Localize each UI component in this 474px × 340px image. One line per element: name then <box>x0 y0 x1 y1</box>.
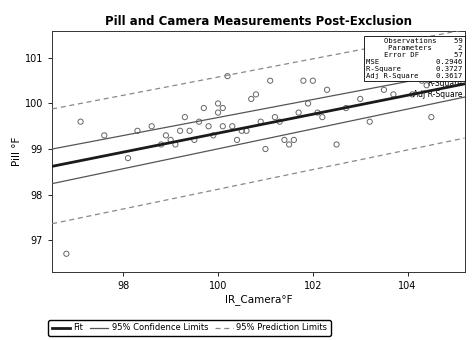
Point <box>219 123 227 129</box>
Point <box>214 101 222 106</box>
Point <box>186 128 193 134</box>
Point <box>423 83 430 88</box>
Point <box>233 137 241 143</box>
Point <box>157 142 165 147</box>
Point <box>366 119 374 124</box>
Point <box>432 69 440 74</box>
Point <box>100 133 108 138</box>
Point <box>224 73 231 79</box>
Point <box>191 137 198 143</box>
Point <box>243 128 250 134</box>
Point <box>319 115 326 120</box>
Point <box>148 123 155 129</box>
Point <box>295 110 302 115</box>
Point <box>257 119 264 124</box>
Point <box>200 105 208 111</box>
Text: Observations    59
Parameters      2
Error DF        57
MSE             0.2946
R: Observations 59 Parameters 2 Error DF 57… <box>366 38 463 79</box>
Point <box>134 128 141 134</box>
Point <box>342 105 350 111</box>
Point <box>285 142 293 147</box>
Point <box>176 128 184 134</box>
Point <box>262 146 269 152</box>
Point <box>380 87 388 92</box>
Legend: Fit, 95% Confidence Limits, 95% Prediction Limits: Fit, 95% Confidence Limits, 95% Predicti… <box>48 320 331 336</box>
Point <box>124 155 132 161</box>
Point <box>219 105 227 111</box>
Point <box>205 123 212 129</box>
Point <box>404 51 411 56</box>
Point <box>276 119 283 124</box>
Point <box>63 251 70 256</box>
Point <box>356 96 364 102</box>
Point <box>409 92 416 97</box>
Point <box>300 78 307 83</box>
Point <box>214 110 222 115</box>
Point <box>181 115 189 120</box>
Point <box>271 115 279 120</box>
X-axis label: IR_Camera°F: IR_Camera°F <box>225 294 292 305</box>
Point <box>314 110 321 115</box>
Point <box>418 78 426 83</box>
Text: Observations
Parameters
Error DF
MSE
R-Square
Adj R-Square: Observations Parameters Error DF MSE R-S… <box>412 38 463 99</box>
Point <box>290 137 298 143</box>
Point <box>238 128 246 134</box>
Point <box>162 133 170 138</box>
Point <box>172 142 179 147</box>
Point <box>247 96 255 102</box>
Point <box>304 101 312 106</box>
Point <box>333 142 340 147</box>
Point <box>228 123 236 129</box>
Point <box>390 92 397 97</box>
Point <box>252 92 260 97</box>
Point <box>309 78 317 83</box>
Y-axis label: Pill °F: Pill °F <box>12 137 22 166</box>
Point <box>428 64 435 70</box>
Point <box>281 137 288 143</box>
Point <box>323 87 331 92</box>
Point <box>428 115 435 120</box>
Point <box>167 137 174 143</box>
Point <box>195 119 203 124</box>
Point <box>77 119 84 124</box>
Point <box>413 55 421 61</box>
Point <box>266 78 274 83</box>
Point <box>210 133 217 138</box>
Point <box>394 64 402 70</box>
Title: Pill and Camera Measurements Post-Exclusion: Pill and Camera Measurements Post-Exclus… <box>105 15 412 28</box>
